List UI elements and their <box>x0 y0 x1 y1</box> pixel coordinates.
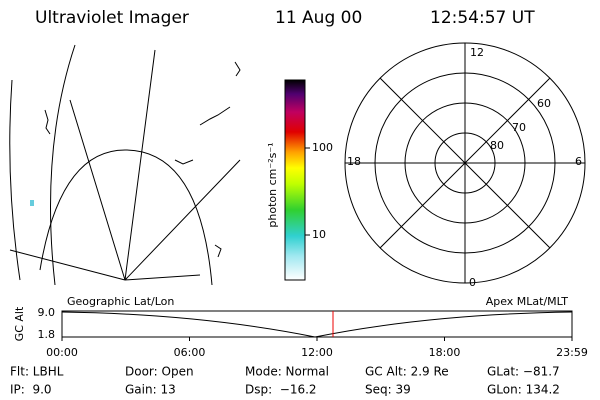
map-image <box>9 44 241 286</box>
glow <box>30 200 34 206</box>
x-tick-label: 18:00 <box>429 346 461 359</box>
orbit-y-tick: 1.8 <box>38 328 56 341</box>
info-field: Dsp: −16.2 <box>245 383 317 397</box>
orbit-right-title: Apex MLat/MLT <box>486 295 569 308</box>
lat-label: 60 <box>537 97 551 110</box>
date: 11 Aug 00 <box>275 8 362 28</box>
orbit-x-ticks: 00:00 06:00 12:00 18:00 23:59 <box>46 337 588 359</box>
info-panel: Flt: LBHL Door: Open Mode: Normal GC Alt: 2… <box>10 365 560 397</box>
info-field: IP: 9.0 <box>10 383 52 397</box>
spokes <box>345 43 585 283</box>
features <box>44 61 241 258</box>
info-field: Flt: LBHL <box>10 365 64 379</box>
info-field: Gain: 13 <box>125 383 176 397</box>
info-field: Mode: Normal <box>245 365 329 379</box>
orbit-y-tick: 9.0 <box>38 306 56 319</box>
instrument-title: Ultraviolet Imager <box>35 8 189 28</box>
orbit-curve <box>61 311 573 338</box>
lat-label: 70 <box>512 121 526 134</box>
meridians <box>9 49 241 281</box>
orbit-y-label: GC Alt <box>13 306 26 341</box>
ellipse <box>39 149 213 286</box>
x-tick-label: 06:00 <box>174 346 206 359</box>
colorbar-unit: photon cm⁻²s⁻¹ <box>266 142 279 227</box>
info-field: GLat: −81.7 <box>487 365 560 379</box>
colorbar <box>284 79 306 281</box>
x-tick-label: 12:00 <box>301 346 333 359</box>
x-tick-label: 23:59 <box>556 346 588 359</box>
coastline <box>9 44 76 286</box>
mlt-label: 18 <box>347 155 361 168</box>
info-field: GLon: 134.2 <box>487 383 560 397</box>
mlt-label: 0 <box>469 276 476 289</box>
colorbar-tick-label: 100 <box>312 141 333 154</box>
polar-grid <box>344 42 586 284</box>
mlt-label: 12 <box>470 46 484 59</box>
info-field: Seq: 39 <box>365 383 411 397</box>
x-tick-label: 00:00 <box>46 346 78 359</box>
info-field: GC Alt: 2.9 Re <box>365 365 449 379</box>
colorbar-tick-label: 10 <box>312 228 326 241</box>
lat-label: 80 <box>490 139 504 152</box>
orbit-left-title: Geographic Lat/Lon <box>67 295 174 308</box>
time: 12:54:57 UT <box>430 8 535 28</box>
mlt-label: 6 <box>575 155 582 168</box>
info-field: Door: Open <box>125 365 194 379</box>
